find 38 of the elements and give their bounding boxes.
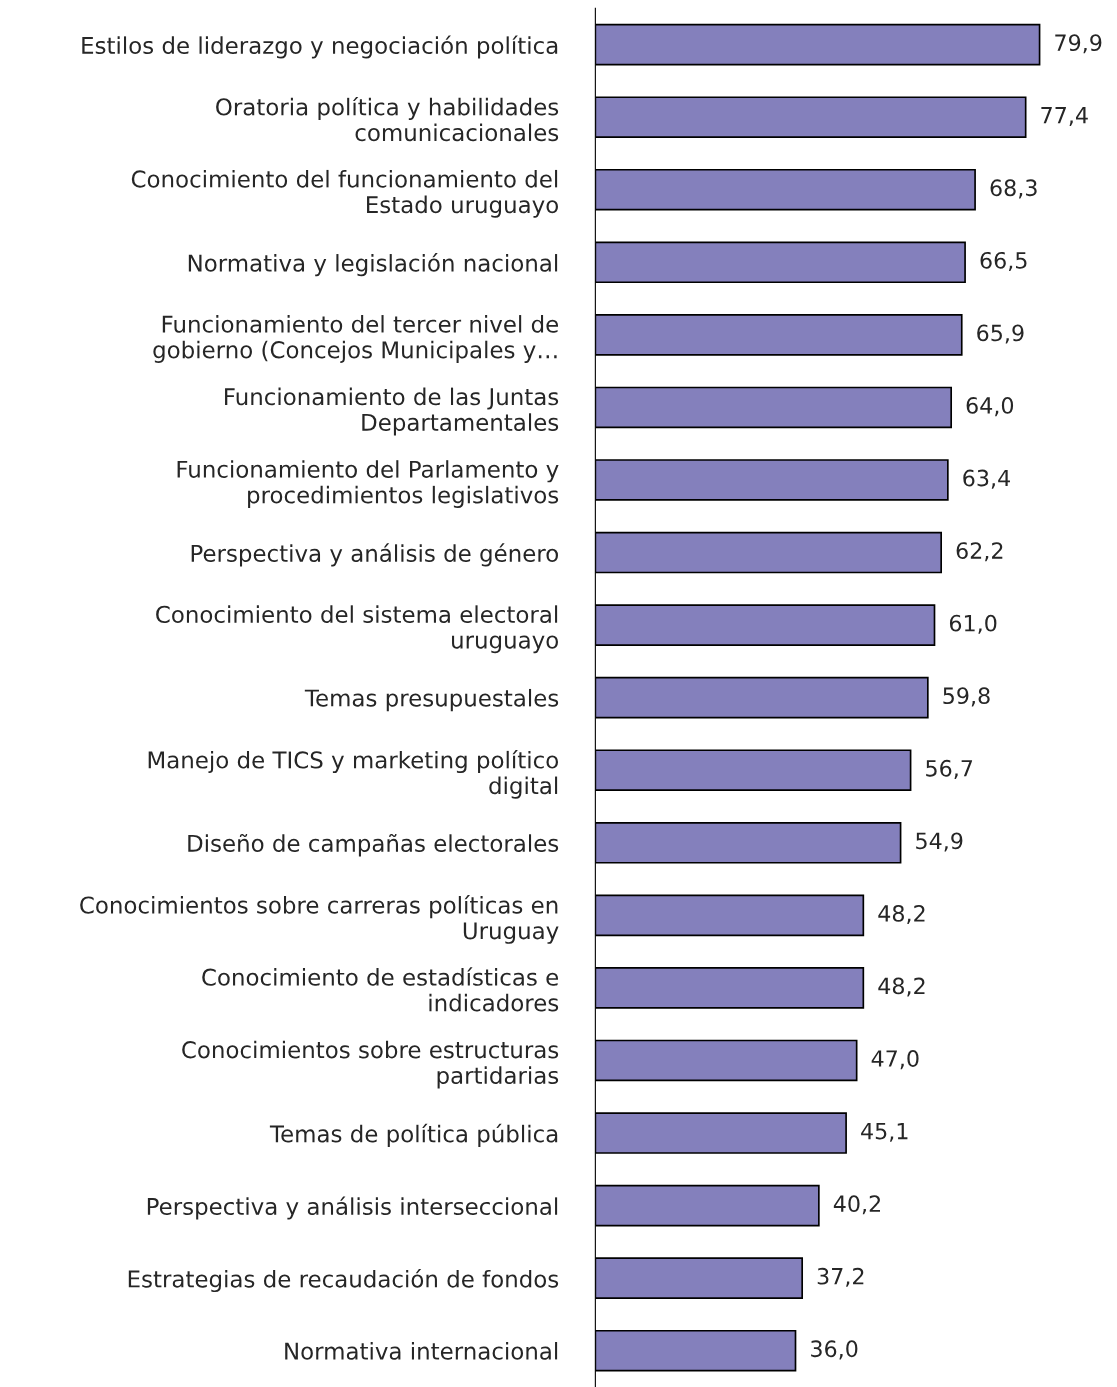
y-tick-label: Conocimiento del sistema electoral uruguayo [156, 605, 558, 654]
y-tick-label: Funcionamiento de las Juntas Departamentales [225, 387, 559, 436]
y-tick-label: Estrategias de recaudación de fondos [128, 1268, 559, 1293]
y-tick-label: Perspectiva y análisis interseccional [147, 1196, 558, 1220]
data-label: 68,3 [990, 179, 1037, 199]
y-tick-label: Estilos de liderazgo y negociación política [82, 35, 558, 59]
y-tick-label: Conocimiento de estadísticas e indicadores [202, 967, 559, 1012]
data-label: 64,0 [966, 397, 1014, 417]
data-label: 77,4 [1041, 107, 1088, 126]
y-tick-label: Temas de política pública [269, 1123, 558, 1147]
data-label: 47,0 [871, 1050, 919, 1070]
y-tick-label: Temas presupuestales [304, 688, 559, 712]
data-label: 54,9 [916, 832, 963, 852]
data-label: 37,2 [817, 1267, 864, 1287]
y-tick-label: Normativa internacional [285, 1342, 558, 1360]
data-label: 45,1 [861, 1122, 908, 1142]
data-label: 65,9 [977, 324, 1024, 344]
data-label: 48,2 [878, 977, 925, 997]
y-tick-label: Manejo de TICS y marketing político digital [148, 749, 558, 799]
data-label: 56,7 [926, 759, 973, 779]
data-label: 36,0 [811, 1340, 858, 1360]
y-tick-label: Diseño de campañas electorales [188, 833, 559, 857]
y-tick-label: Perspectiva y análisis de género [191, 543, 558, 567]
y-tick-label: Conocimiento del funcionamiento del Estado uruguayo [131, 169, 558, 218]
data-label: 48,2 [878, 904, 925, 925]
y-tick-label: Conocimientos sobre carreras políticas en Uruguay [80, 895, 559, 944]
data-label: 61,0 [949, 614, 997, 634]
data-label: 66,5 [980, 251, 1027, 271]
y-tick-label: Funcionamiento del tercer nivel de gobierno (Concejos Municipales y… [153, 315, 559, 363]
y-tick-label: Funcionamiento del Parlamento y procedimientos legislativos [177, 460, 559, 509]
data-label: 40,2 [833, 1195, 880, 1215]
y-tick-label: Conocimientos sobre estructuras partidarias [182, 1040, 559, 1089]
data-label: 62,2 [956, 542, 1003, 562]
y-tick-label: Oratoria política y habilidades comunicacionales [216, 96, 559, 142]
data-label: 63,4 [963, 469, 1010, 489]
y-tick-label: Normativa y legislación nacional [188, 253, 558, 277]
data-label: 59,8 [943, 687, 990, 707]
data-label: 79,9 [1055, 34, 1102, 54]
